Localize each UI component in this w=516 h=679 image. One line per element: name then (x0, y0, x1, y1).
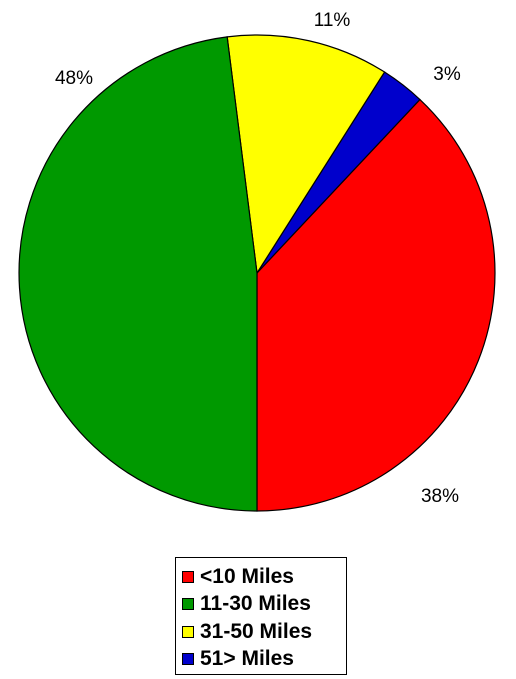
pie-slice-31-50-miles (226, 34, 386, 275)
legend-swatch-31-50-miles (182, 625, 194, 638)
legend-label-31-50-miles: 31-50 Miles (200, 619, 313, 643)
pie-slice-11-30-miles (18, 36, 258, 512)
data-label-under-10-miles: 38% (421, 486, 459, 507)
data-label-31-50-miles: 11% (314, 10, 351, 31)
legend-item-11-30-miles: 11-30 Miles (182, 591, 346, 619)
legend-swatch-51-plus-miles (182, 653, 194, 666)
data-label-51-plus-miles: 3% (433, 64, 461, 85)
pie-slice-under-10-miles (256, 98, 496, 512)
data-label-11-30-miles: 48% (55, 68, 93, 89)
legend-label-11-30-miles: 11-30 Miles (200, 592, 311, 616)
legend-item-31-50-miles: 31-50 Miles (182, 618, 346, 646)
legend-swatch-under-10-miles (182, 570, 194, 583)
legend-item-under-10-miles: <10 Miles (182, 563, 346, 591)
legend-swatch-11-30-miles (182, 598, 194, 611)
legend-item-51-plus-miles: 51> Miles (182, 646, 346, 674)
legend-label-under-10-miles: <10 Miles (200, 564, 294, 588)
legend: <10 Miles 11-30 Miles 31-50 Miles 51> Mi… (175, 557, 347, 675)
pie-chart: 38% 3% 11% 48% (18, 10, 496, 512)
legend-label-51-plus-miles: 51> Miles (200, 647, 294, 671)
